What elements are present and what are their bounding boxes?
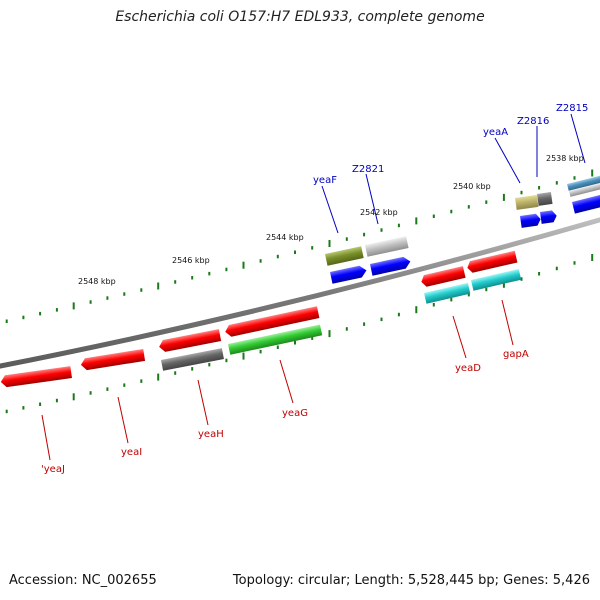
gene-arrow-z2815-c bbox=[572, 193, 600, 214]
scale-labels: 2538 kbp 2540 kbp 2542 kbp 2544 kbp 2546… bbox=[78, 154, 584, 286]
gene-arrow-gapa-b bbox=[471, 268, 522, 291]
reverse-strand-features bbox=[0, 250, 522, 388]
gene-arrow-z2821 bbox=[365, 236, 409, 257]
gene-label-yeaf: yeaF bbox=[313, 175, 337, 186]
gene-arrow-yeag bbox=[225, 306, 320, 337]
leader-lines bbox=[41, 113, 586, 461]
gene-arrow-yeah bbox=[159, 329, 222, 352]
gene-arrow-gapa bbox=[467, 250, 518, 273]
genome-backbone bbox=[0, 217, 600, 369]
gene-arrow-z2815 bbox=[567, 174, 600, 191]
gene-label-z2816: Z2816 bbox=[517, 116, 549, 127]
gene-arrow-yeai bbox=[80, 348, 146, 371]
gene-arrow-z2816-b bbox=[540, 210, 557, 224]
gene-arrow-yeaf bbox=[325, 246, 364, 266]
gene-label-yead: yeaD bbox=[455, 363, 481, 374]
reverse-gene-labels: gapA yeaD yeaG yeaH yeaI 'yeaJ bbox=[41, 349, 529, 475]
accession-text: Accession: NC_002655 bbox=[9, 573, 157, 588]
gene-label-yeaa: yeaA bbox=[483, 127, 508, 138]
scale-label: 2548 kbp bbox=[78, 277, 116, 286]
gene-arrow-yeaf-b bbox=[330, 265, 367, 284]
forward-gene-labels: Z2815 Z2816 yeaA Z2821 yeaF bbox=[313, 103, 588, 186]
gene-arrow-z2821-b bbox=[370, 256, 411, 276]
gene-label-yeai: yeaI bbox=[121, 447, 142, 458]
scale-label: 2538 kbp bbox=[546, 154, 584, 163]
gene-arrow-yeag-b bbox=[228, 324, 323, 355]
gene-label-yeaj: 'yeaJ bbox=[41, 464, 65, 475]
scale-label: 2542 kbp bbox=[360, 208, 398, 217]
gene-label-z2821: Z2821 bbox=[352, 164, 384, 175]
gene-label-yeah: yeaH bbox=[198, 429, 224, 440]
genome-stats-text: Topology: circular; Length: 5,528,445 bp… bbox=[232, 573, 590, 588]
scale-label: 2540 kbp bbox=[453, 182, 491, 191]
gene-label-gapa: gapA bbox=[503, 349, 529, 360]
gene-arrow-yeaa bbox=[515, 194, 539, 210]
gene-arrow-z2815-b bbox=[569, 181, 600, 197]
gene-arrow-yead-b bbox=[424, 282, 471, 304]
scale-label: 2544 kbp bbox=[266, 233, 304, 242]
scale-label: 2546 kbp bbox=[172, 256, 210, 265]
scale-ticks bbox=[5, 169, 594, 414]
gene-arrow-yeaa-b bbox=[520, 213, 541, 228]
gene-arrow-z2816 bbox=[537, 192, 553, 206]
gene-arrow-yeaj bbox=[0, 366, 72, 388]
map-title: Escherichia coli O157:H7 EDL933, complet… bbox=[115, 9, 485, 25]
forward-strand-features bbox=[325, 174, 600, 284]
gene-label-yeag: yeaG bbox=[282, 408, 308, 419]
gene-arrow-yeah-b bbox=[161, 348, 224, 371]
gene-label-z2815: Z2815 bbox=[556, 103, 588, 114]
gene-arrow-yead bbox=[421, 266, 466, 287]
